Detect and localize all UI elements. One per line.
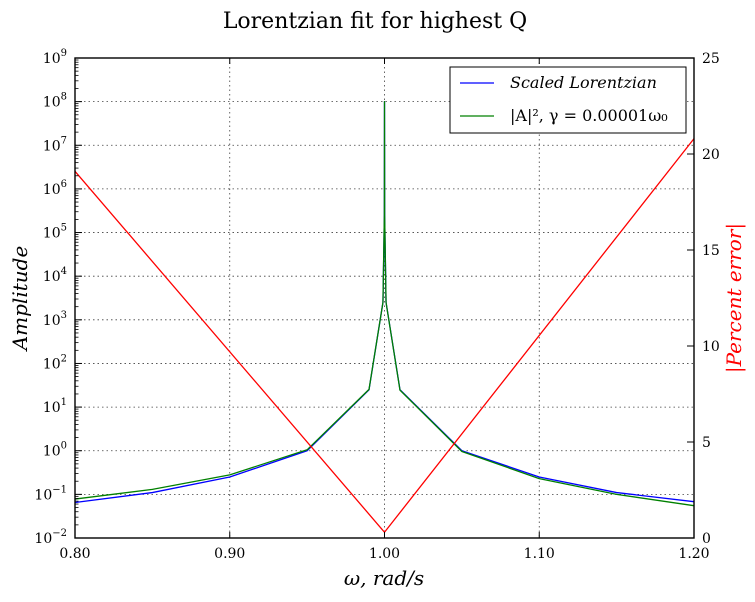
- x-tick-label: 1.00: [369, 546, 400, 562]
- y-left-tick-label: 104: [43, 266, 67, 285]
- y-left-tick-label: 100: [43, 441, 67, 460]
- tick-layer: [74, 57, 695, 539]
- x-tick-label: 1.20: [678, 546, 709, 562]
- y-left-tick-label: 105: [43, 223, 67, 242]
- y-left-tick-label: 10−2: [34, 528, 67, 547]
- y-right-tick-label: 20: [702, 147, 720, 163]
- y-right-tick-label: 15: [702, 243, 720, 259]
- y-axis-title-left: Amplitude: [8, 246, 32, 353]
- x-tick-label: 0.80: [59, 546, 90, 562]
- y-left-tick-label: 108: [43, 92, 67, 111]
- y-left-tick-label: 101: [43, 397, 67, 416]
- grid-layer: [75, 58, 694, 538]
- y-left-tick-label: 107: [43, 135, 67, 154]
- y-right-tick-label: 10: [702, 339, 720, 355]
- x-tick-label: 1.10: [524, 546, 555, 562]
- x-axis-title: ω, rad/s: [344, 566, 424, 590]
- legend-box: [449, 66, 687, 134]
- y-left-tick-label: 10−1: [34, 484, 67, 503]
- y-right-tick-label: 25: [702, 51, 720, 67]
- y-axis-title-right: |Percent error|: [722, 223, 747, 373]
- y-left-tick-label: 106: [43, 179, 67, 198]
- x-tick-label: 0.90: [214, 546, 245, 562]
- y-left-tick-label: 103: [43, 310, 67, 329]
- series-amplitude-squared: [74, 100, 695, 507]
- legend: Scaled Lorentzian |A|², γ = 0.00001ω₀: [449, 66, 687, 134]
- legend-label-amplitude-squared: |A|², γ = 0.00001ω₀: [510, 106, 668, 125]
- chart-title: Lorentzian fit for highest Q: [223, 9, 527, 34]
- y-right-tick-label: 5: [702, 435, 711, 451]
- label-layer: 0.80 0.90 1.00 1.10 1.2010−210−1100101102103…: [34, 48, 719, 562]
- y-left-tick-label: 102: [43, 353, 67, 372]
- y-right-tick-label: 0: [702, 531, 711, 547]
- legend-label-scaled-lorentzian: Scaled Lorentzian: [510, 73, 657, 92]
- y-left-tick-label: 109: [43, 48, 67, 67]
